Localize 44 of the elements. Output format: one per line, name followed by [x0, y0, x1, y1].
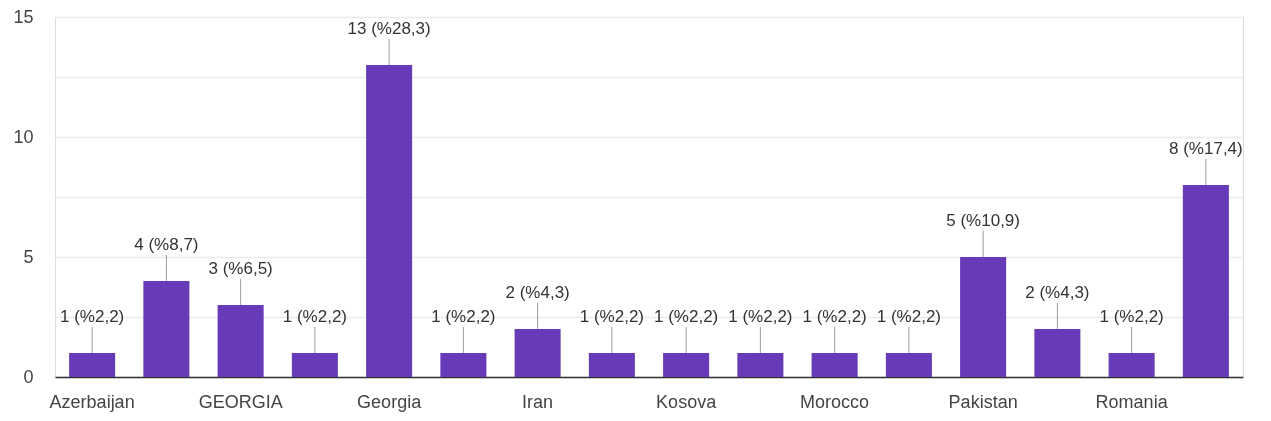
x-tick-label: Pakistan [948, 391, 1018, 412]
y-tick-label: 15 [13, 6, 34, 27]
data-label: 1 (%2,2) [1099, 307, 1164, 326]
x-tick-label: Romania [1095, 391, 1169, 412]
x-tick-label: Morocco [800, 391, 870, 412]
bar [69, 353, 116, 377]
bar [737, 353, 784, 377]
data-label: 5 (%10,9) [946, 211, 1020, 230]
bar [1108, 353, 1155, 377]
bar [885, 353, 932, 377]
x-tick-label: Azerbaijan [49, 391, 135, 412]
bar [811, 353, 858, 377]
data-label: 1 (%2,2) [802, 307, 867, 326]
bar [366, 65, 413, 377]
data-label: 2 (%4,3) [505, 283, 570, 302]
x-tick-label: Iran [522, 391, 554, 412]
bar [440, 353, 487, 377]
bar [514, 329, 561, 377]
bar [143, 281, 190, 377]
data-label: 1 (%2,2) [876, 307, 941, 326]
y-tick-label: 10 [13, 126, 34, 147]
bar [663, 353, 710, 377]
data-label: 13 (%28,3) [347, 19, 431, 38]
data-label: 1 (%2,2) [431, 307, 496, 326]
x-tick-label: Kosova [656, 391, 718, 412]
bar [291, 353, 338, 377]
data-label: 1 (%2,2) [282, 307, 347, 326]
x-tick-label: GEORGIA [198, 391, 283, 412]
y-tick-label: 5 [23, 246, 34, 267]
data-label: 1 (%2,2) [654, 307, 719, 326]
bar [217, 305, 264, 377]
data-label: 1 (%2,2) [60, 307, 125, 326]
bar [588, 353, 635, 377]
bar [960, 257, 1007, 377]
data-label: 1 (%2,2) [728, 307, 793, 326]
data-label: 4 (%8,7) [134, 235, 199, 254]
data-label: 3 (%6,5) [208, 259, 273, 278]
data-label: 2 (%4,3) [1025, 283, 1090, 302]
data-label: 1 (%2,2) [579, 307, 644, 326]
y-tick-label: 0 [23, 366, 34, 387]
data-label: 8 (%17,4) [1169, 139, 1243, 158]
bar [1034, 329, 1081, 377]
bar [1182, 185, 1229, 377]
x-tick-label: Georgia [357, 391, 423, 412]
